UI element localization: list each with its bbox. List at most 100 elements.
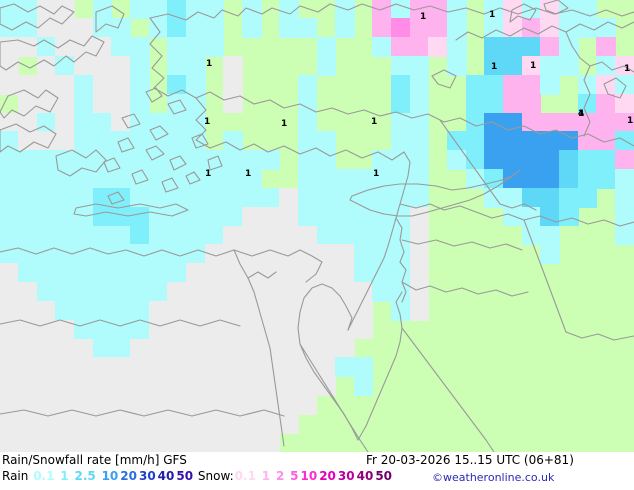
precipitation-cell	[55, 187, 76, 208]
precipitation-cell	[297, 338, 318, 359]
precipitation-cell	[409, 56, 430, 76]
precipitation-cell	[111, 37, 132, 57]
precipitation-cell	[36, 187, 57, 208]
precipitation-cell	[167, 0, 187, 20]
precipitation-cell	[18, 169, 38, 189]
precipitation-cell	[409, 244, 430, 265]
precipitation-cell	[92, 56, 113, 76]
precipitation-cell	[223, 150, 243, 170]
precipitation-cell	[297, 376, 318, 396]
precipitation-cell	[353, 376, 374, 396]
precipitation-cell	[111, 282, 132, 302]
precipitation-cell	[55, 225, 76, 246]
precipitation-cell	[297, 112, 318, 133]
precipitation-cell	[55, 413, 76, 434]
precipitation-cell	[130, 131, 150, 152]
precipitation-cell	[521, 131, 542, 152]
precipitation-cell	[167, 169, 187, 189]
precipitation-cell	[558, 112, 579, 133]
precipitation-cell	[0, 74, 20, 95]
precipitation-cell	[465, 150, 486, 170]
precipitation-cell	[148, 244, 169, 265]
precipitation-cell	[596, 37, 616, 57]
precipitation-cell	[391, 263, 411, 283]
precipitation-cell	[391, 18, 411, 39]
legend-snow-stop-30: 30	[337, 469, 355, 483]
precipitation-cell	[409, 225, 430, 246]
precipitation-cell	[111, 112, 132, 133]
precipitation-cell	[260, 206, 281, 227]
precipitation-cell	[502, 74, 523, 95]
precipitation-cell	[148, 376, 169, 396]
precipitation-cell	[204, 187, 225, 208]
precipitation-cell	[204, 338, 225, 359]
precipitation-cell	[111, 18, 132, 39]
precipitation-cell	[111, 225, 132, 246]
precipitation-cell	[484, 74, 504, 95]
precipitation-cell	[577, 93, 598, 114]
precipitation-cell	[92, 150, 113, 170]
precipitation-cell	[540, 0, 560, 20]
precipitation-cell	[92, 282, 113, 302]
precipitation-cell	[204, 0, 225, 20]
precipitation-cell	[111, 169, 132, 189]
cell-value-label: 1	[373, 169, 380, 179]
precipitation-cell	[335, 338, 355, 359]
precipitation-cell	[279, 244, 299, 265]
precipitation-cell	[92, 357, 113, 378]
precipitation-cell	[92, 131, 113, 152]
legend-gap	[285, 469, 289, 483]
precipitation-cell	[36, 18, 57, 39]
legend-rain-stop-30: 30	[138, 469, 156, 483]
precipitation-cell	[540, 56, 560, 76]
precipitation-cell	[353, 169, 374, 189]
precipitation-cell	[55, 357, 76, 378]
precipitation-cell	[148, 187, 169, 208]
precipitation-cell	[148, 150, 169, 170]
precipitation-cell	[409, 18, 430, 39]
precipitation-cell	[297, 395, 318, 415]
precipitation-cell	[148, 282, 169, 302]
precipitation-cell	[335, 169, 355, 189]
precipitation-cell	[130, 282, 150, 302]
precipitation-cell	[18, 112, 38, 133]
precipitation-cell	[74, 169, 94, 189]
precipitation-cell	[521, 206, 542, 227]
precipitation-cell	[204, 319, 225, 340]
precipitation-cell	[540, 244, 560, 265]
precipitation-cell	[577, 18, 598, 39]
precipitation-cell	[447, 150, 467, 170]
precipitation-cell	[484, 56, 504, 76]
precipitation-cell	[74, 263, 94, 283]
precipitation-cell	[540, 131, 560, 152]
precipitation-cell	[279, 357, 299, 378]
precipitation-cell	[92, 244, 113, 265]
precipitation-cell	[428, 0, 449, 20]
cell-value-label: 1	[205, 169, 212, 179]
precipitation-cell	[502, 131, 523, 152]
precipitation-cell	[391, 244, 411, 265]
precipitation-cell	[447, 37, 467, 57]
legend-rain-stop-40: 40	[157, 469, 175, 483]
precipitation-cell	[297, 18, 318, 39]
precipitation-cell	[111, 244, 132, 265]
precipitation-cell	[241, 187, 262, 208]
precipitation-cell	[185, 206, 206, 227]
precipitation-cell	[335, 263, 355, 283]
precipitation-cell	[18, 338, 38, 359]
precipitation-cell	[223, 206, 243, 227]
precipitation-cell	[316, 263, 337, 283]
cell-value-label: 1	[489, 10, 496, 20]
legend-gap	[97, 469, 101, 483]
precipitation-cell	[409, 187, 430, 208]
precipitation-cell	[148, 338, 169, 359]
precipitation-cell	[223, 263, 243, 283]
precipitation-cell	[204, 244, 225, 265]
precipitation-cell	[260, 319, 281, 340]
precipitation-cell	[111, 74, 132, 95]
precipitation-cell	[36, 206, 57, 227]
precipitation-cell	[335, 244, 355, 265]
precipitation-cell	[55, 131, 76, 152]
precipitation-cell	[521, 37, 542, 57]
